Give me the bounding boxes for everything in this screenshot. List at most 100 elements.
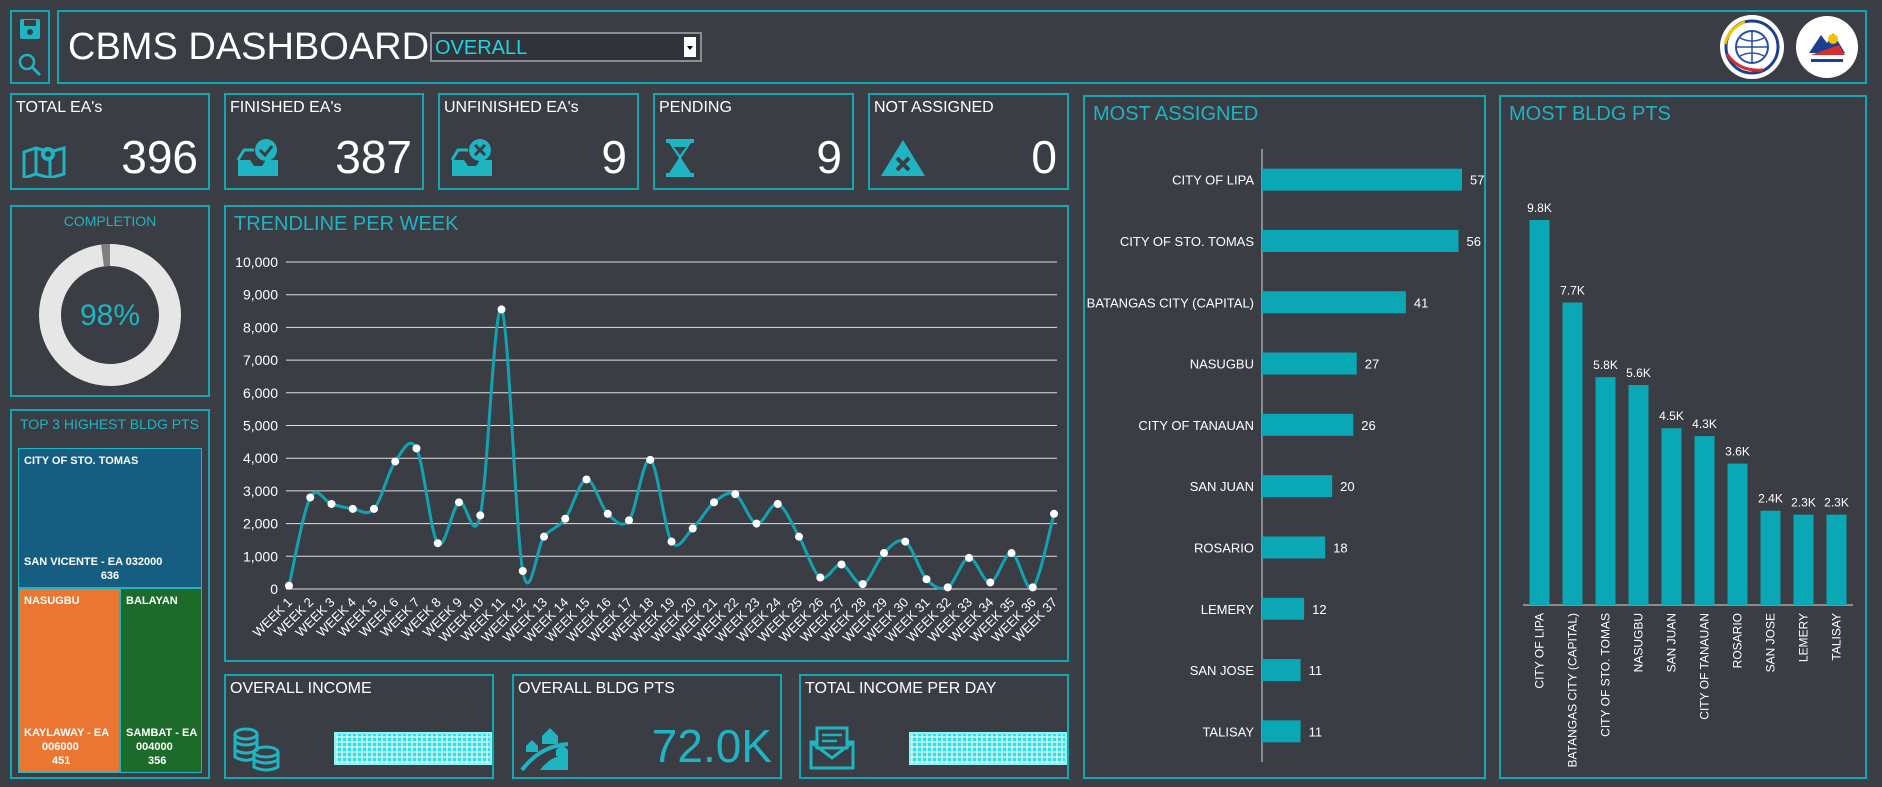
bldg-value-label: 9.8K <box>1527 201 1552 215</box>
trend-point <box>370 504 378 513</box>
assigned-value-label: 57 <box>1470 173 1484 188</box>
treemap-cell-name: CITY OF STO. TOMAS <box>24 455 139 467</box>
bldg-category-label: CITY OF STO. TOMAS <box>1599 613 1613 737</box>
y-tick-label: 4,000 <box>243 450 278 466</box>
trend-point <box>943 583 952 592</box>
search-icon[interactable] <box>17 52 43 78</box>
assigned-category-label: BATANGAS CITY (CAPITAL) <box>1087 295 1254 310</box>
kpi-title: FINISHED EA's <box>230 99 342 116</box>
trend-point <box>327 499 336 508</box>
bldg-value-label: 2.4K <box>1758 492 1783 506</box>
trend-point <box>1028 583 1037 592</box>
assigned-category-label: CITY OF LIPA <box>1172 173 1254 188</box>
bldg-bar <box>1793 514 1814 605</box>
treemap-cell-sto-tomas[interactable]: CITY OF STO. TOMAS SAN VICENTE - EA 0320… <box>18 448 202 588</box>
trend-point <box>816 573 825 582</box>
psa-logo-icon <box>1720 15 1784 79</box>
kpi-title: UNFINISHED EA's <box>444 99 579 116</box>
trend-point <box>285 581 293 590</box>
trend-point <box>837 560 846 569</box>
bldg-bar <box>1562 302 1583 605</box>
kpi-not-assigned: NOT ASSIGNED 0 <box>868 93 1069 190</box>
bldg-value-label: 2.3K <box>1824 496 1849 510</box>
chevron-down-icon[interactable] <box>683 36 697 58</box>
trend-point <box>795 532 803 541</box>
trend-point <box>1007 549 1016 558</box>
y-tick-label: 3,000 <box>243 483 278 499</box>
assigned-value-label: 27 <box>1365 357 1379 372</box>
trendline-title: TRENDLINE PER WEEK <box>234 213 459 235</box>
trend-point <box>1050 509 1058 518</box>
bldg-bar <box>1760 510 1781 605</box>
kpi-value: 9 <box>816 131 842 183</box>
trend-point <box>582 475 591 484</box>
trend-point <box>540 532 548 541</box>
overall-income-title: OVERALL INCOME <box>230 680 372 697</box>
trend-point <box>306 493 315 502</box>
y-tick-label: 0 <box>270 581 278 597</box>
assigned-bar <box>1262 475 1333 498</box>
most-bldg-panel: MOST BLDG PTS 9.8K CITY OF LIPA 7.7K BATANG… <box>1499 95 1867 779</box>
trend-point <box>965 553 973 562</box>
save-icon[interactable] <box>18 17 42 41</box>
envelope-icon <box>809 726 855 770</box>
kpi-finished-eas: FINISHED EA's 387 <box>224 93 424 190</box>
kpi-value: 387 <box>335 131 412 183</box>
bldg-value-label: 7.7K <box>1560 284 1585 298</box>
hourglass-icon <box>666 139 694 177</box>
trend-point <box>646 455 655 464</box>
y-tick-label: 5,000 <box>243 418 278 434</box>
trend-point <box>412 444 421 453</box>
assigned-bar <box>1262 168 1462 191</box>
trend-point <box>348 504 357 513</box>
most-assigned-panel: MOST ASSIGNED CITY OF LIPA 57 CITY OF STO.… <box>1083 95 1486 779</box>
treemap-cell-name: NASUGBU <box>24 595 80 607</box>
assigned-value-label: 56 <box>1466 234 1480 249</box>
y-tick-label: 2,000 <box>243 516 278 532</box>
assigned-bar <box>1262 536 1326 559</box>
overall-bldg-title: OVERALL BLDG PTS <box>518 680 675 697</box>
income-per-day-panel: TOTAL INCOME PER DAY <box>799 674 1069 779</box>
assigned-category-label: CITY OF TANAUAN <box>1138 418 1254 433</box>
assigned-bar <box>1262 291 1406 314</box>
treemap-cell-detail: SAN VICENTE - EA 032000 636 <box>24 556 163 582</box>
overall-income-value-box <box>334 732 492 765</box>
dropdown-value: OVERALL <box>435 37 528 59</box>
filter-dropdown[interactable]: OVERALL <box>430 32 702 62</box>
assigned-value-label: 12 <box>1312 602 1326 617</box>
assigned-category-label: TALISAY <box>1202 724 1254 739</box>
treemap-cell-nasugbu[interactable]: NASUGBU KAYLAWAY - EA 006000 451 <box>18 588 120 773</box>
assigned-category-label: LEMERY <box>1201 602 1255 617</box>
header-bar: CBMS DASHBOARD OVERALL <box>57 10 1867 84</box>
treemap-cell-balayan[interactable]: BALAYAN SAMBAT - EA 004000 356 <box>120 588 202 773</box>
bldg-bar <box>1628 385 1649 605</box>
trend-point <box>497 305 506 314</box>
assigned-category-label: SAN JOSE <box>1190 663 1255 678</box>
treemap-cell-name: BALAYAN <box>126 595 178 607</box>
trend-point <box>391 457 400 466</box>
completion-title: COMPLETION <box>63 213 157 229</box>
completion-panel: COMPLETION 98% <box>10 205 210 397</box>
y-tick-label: 10,000 <box>235 254 278 270</box>
assigned-bar <box>1262 352 1357 375</box>
inbox-check-icon <box>236 139 278 176</box>
kpi-title: PENDING <box>659 99 732 116</box>
most-assigned-chart: CITY OF LIPA 57 CITY OF STO. TOMAS 56 BATANG… <box>1087 149 1484 762</box>
trend-point <box>625 516 633 525</box>
y-tick-label: 8,000 <box>243 319 278 335</box>
top3-panel: TOP 3 HIGHEST BLDG PTS CITY OF STO. TOMA… <box>10 409 210 779</box>
completion-donut <box>39 244 181 386</box>
bldg-category-label: CITY OF TANAUAN <box>1698 613 1712 720</box>
bldg-category-label: ROSARIO <box>1731 613 1745 668</box>
bldg-category-label: NASUGBU <box>1632 613 1646 672</box>
trend-point <box>476 511 485 520</box>
trend-point <box>858 580 867 589</box>
trendline-panel: TRENDLINE PER WEEK 0 1,000 2,000 3,000 4,000… <box>224 205 1069 662</box>
bldg-bar <box>1661 428 1682 605</box>
overall-bldg-value: 72.0K <box>651 720 772 772</box>
assigned-category-label: SAN JUAN <box>1190 479 1254 494</box>
bldg-bar <box>1595 377 1616 605</box>
assigned-category-label: NASUGBU <box>1190 357 1254 372</box>
completion-remaining-arc <box>39 244 181 386</box>
y-tick-label: 9,000 <box>243 287 278 303</box>
